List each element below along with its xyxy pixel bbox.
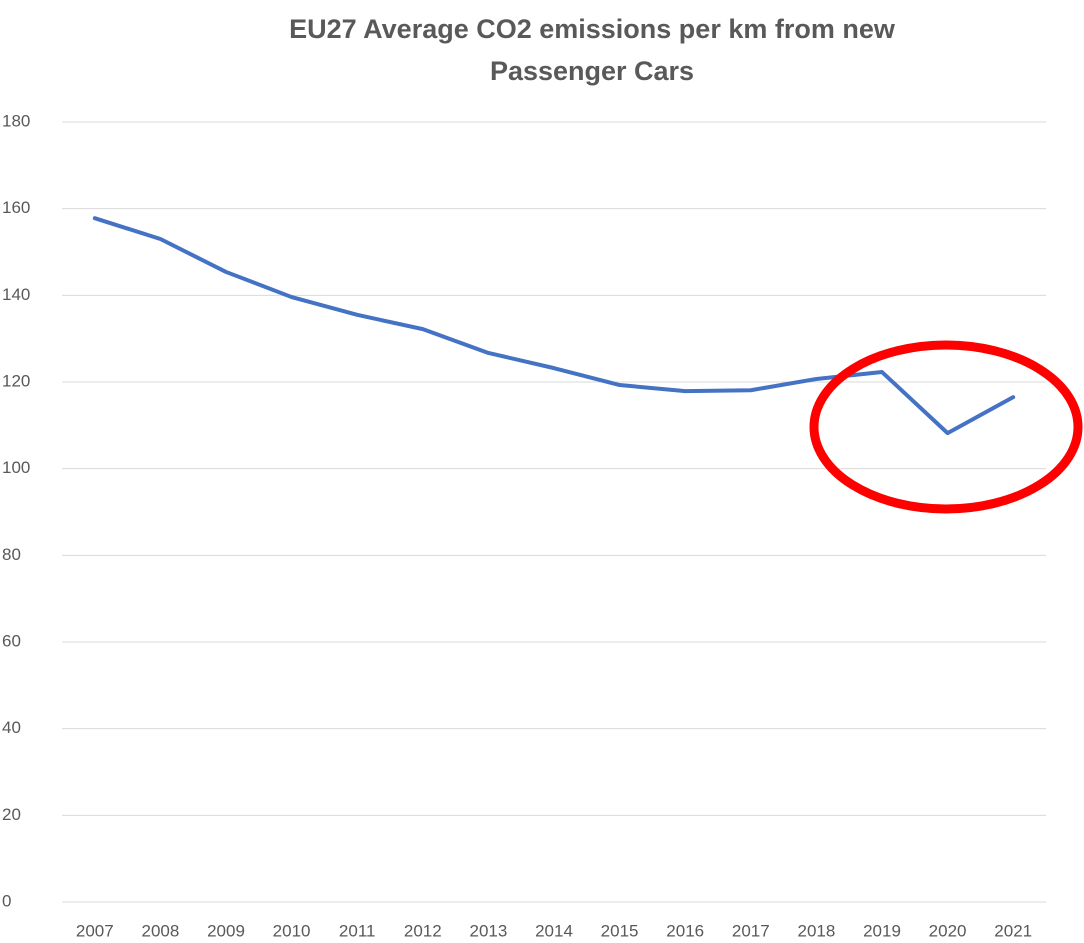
y-tick-label: 60 — [2, 631, 21, 650]
y-tick-label: 120 — [2, 371, 30, 390]
x-tick-label: 2015 — [601, 921, 639, 940]
x-tick-label: 2014 — [535, 921, 573, 940]
x-tick-label: 2010 — [273, 921, 311, 940]
x-tick-label: 2018 — [797, 921, 835, 940]
x-tick-label: 2016 — [666, 921, 704, 940]
x-tick-label: 2020 — [929, 921, 967, 940]
x-tick-label: 2009 — [207, 921, 245, 940]
highlight-ellipse — [809, 340, 1083, 514]
x-tick-label: 2019 — [863, 921, 901, 940]
x-tick-label: 2013 — [469, 921, 507, 940]
y-tick-label: 40 — [2, 718, 21, 737]
y-tick-label: 20 — [2, 805, 21, 824]
x-tick-label: 2021 — [994, 921, 1032, 940]
data-line — [92, 216, 1016, 436]
chart-title: EU27 Average CO2 emissions per km from n… — [289, 14, 895, 86]
y-tick-label: 80 — [2, 545, 21, 564]
y-tick-label: 100 — [2, 458, 30, 477]
x-tick-label: 2007 — [76, 921, 114, 940]
y-tick-label: 140 — [2, 285, 30, 304]
y-tick-label: 0 — [2, 891, 11, 910]
x-tick-label: 2012 — [404, 921, 442, 940]
x-tick-label: 2011 — [339, 921, 376, 940]
x-tick-label: 2008 — [141, 921, 179, 940]
y-tick-label: 180 — [2, 111, 30, 130]
x-tick-label: 2017 — [732, 921, 770, 940]
y-tick-label: 160 — [2, 198, 30, 217]
